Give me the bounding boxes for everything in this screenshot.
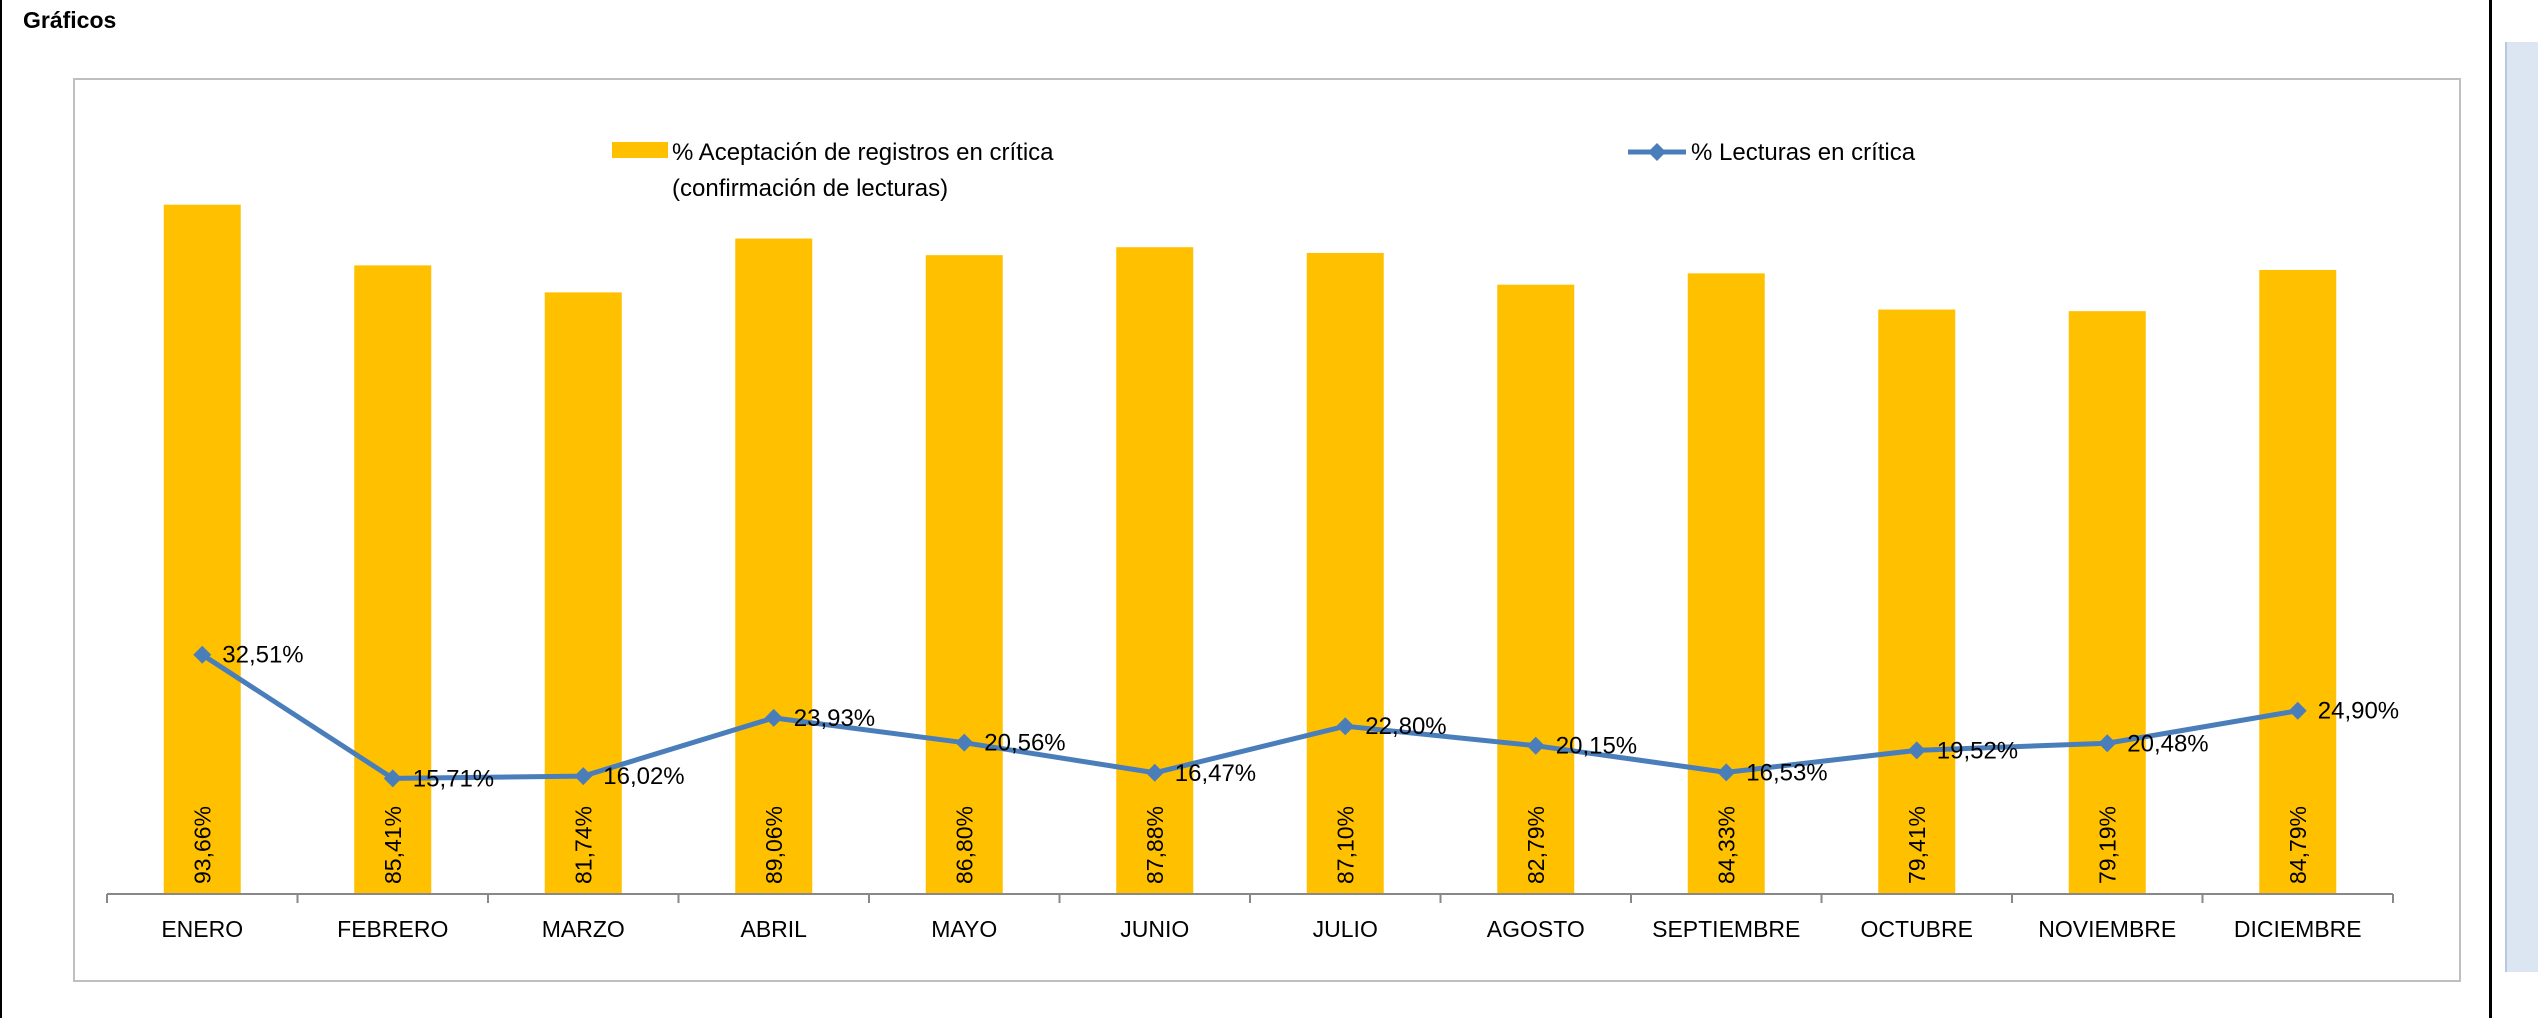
bar [2259, 269, 2337, 894]
line-series [200, 652, 2299, 781]
line-data-label: 32,51% [222, 642, 303, 669]
bar-data-label: 87,10% [1332, 806, 1358, 884]
line-marker [1717, 763, 1736, 782]
line-data-label: 16,02% [603, 763, 684, 790]
line-marker [1336, 717, 1355, 736]
x-tick-label: ENERO [161, 916, 243, 942]
x-tick-label: JULIO [1313, 916, 1378, 942]
line-marker [1526, 736, 1545, 755]
bar-data-label: 85,41% [380, 806, 406, 884]
combo-chart: ENERO FEBRERO MARZO ABRIL MAYO JUNIO JULIO AGOS… [106, 139, 2399, 942]
side-panel [2505, 42, 2538, 972]
chart-area[interactable]: ENERO FEBRERO MARZO ABRIL MAYO JUNIO JULIO AGOS… [73, 78, 2461, 982]
line-data-label: 19,52% [1937, 737, 2018, 764]
line-marker [1145, 763, 1164, 782]
legend-label-bars-line2: (confirmación de lecturas) [672, 175, 948, 202]
legend-swatch-bars [612, 142, 668, 158]
x-tick-label: DICIEMBRE [2234, 916, 2362, 942]
line-marker [764, 708, 783, 727]
sheet-left-border [0, 0, 2, 1018]
bar-data-label: 79,41% [1904, 806, 1930, 884]
line-marker [1907, 741, 1926, 760]
x-tick-label: MAYO [931, 916, 997, 942]
line-marker [383, 769, 402, 788]
legend-label-line: % Lecturas en crítica [1691, 139, 1916, 166]
x-tick-label: ABRIL [741, 916, 808, 942]
line-marker [955, 733, 974, 752]
line-marker [574, 767, 593, 786]
bar-data-label: 84,33% [1713, 806, 1739, 884]
bar [1497, 284, 1575, 894]
x-tick-label: SEPTIEMBRE [1652, 916, 1800, 942]
legend-label-bars: % Aceptación de registros en crítica [672, 139, 1054, 166]
bar-data-label: 87,88% [1142, 806, 1168, 884]
line-marker [2288, 701, 2307, 720]
line-data-label: 20,56% [984, 730, 1065, 757]
bar-data-label: 82,79% [1523, 806, 1549, 884]
bar-data-label: 81,74% [570, 806, 596, 884]
x-tick-label: MARZO [542, 916, 625, 942]
bar-data-label: 89,06% [761, 806, 787, 884]
legend-marker-line [1648, 143, 1666, 161]
sheet-right-divider [2489, 0, 2492, 1018]
line-marker [2098, 734, 2117, 753]
line-data-label: 16,53% [1746, 759, 1827, 786]
bar [925, 255, 1003, 895]
line-data-label: 22,80% [1365, 713, 1446, 740]
bar [544, 292, 622, 894]
bar [1878, 309, 1956, 894]
sheet-title: Gráficos [23, 7, 117, 33]
x-tick-label: FEBRERO [337, 916, 448, 942]
x-tick-label: AGOSTO [1487, 916, 1585, 942]
bar-data-label: 86,80% [951, 806, 977, 884]
line-data-label: 23,93% [794, 705, 875, 732]
bar-data-label: 79,19% [2094, 806, 2120, 884]
bar-data-label: 93,66% [189, 806, 215, 884]
line-data-label: 20,48% [2127, 730, 2208, 757]
line-data-label: 16,47% [1175, 760, 1256, 787]
bar-data-label: 84,79% [2285, 806, 2311, 884]
line-data-label: 15,71% [413, 765, 494, 792]
x-tick-label: NOVIEMBRE [2038, 916, 2176, 942]
line-data-label: 24,90% [2318, 698, 2399, 725]
bar [735, 238, 813, 894]
bar [1116, 247, 1194, 895]
bar [2068, 311, 2146, 894]
bar [1687, 273, 1765, 895]
line-marker [193, 645, 212, 664]
x-tick-label: JUNIO [1120, 916, 1189, 942]
bar [354, 265, 432, 894]
line-data-label: 20,15% [1556, 733, 1637, 760]
x-tick-label: OCTUBRE [1861, 916, 1973, 942]
bar [163, 204, 241, 894]
bar [1306, 252, 1384, 895]
